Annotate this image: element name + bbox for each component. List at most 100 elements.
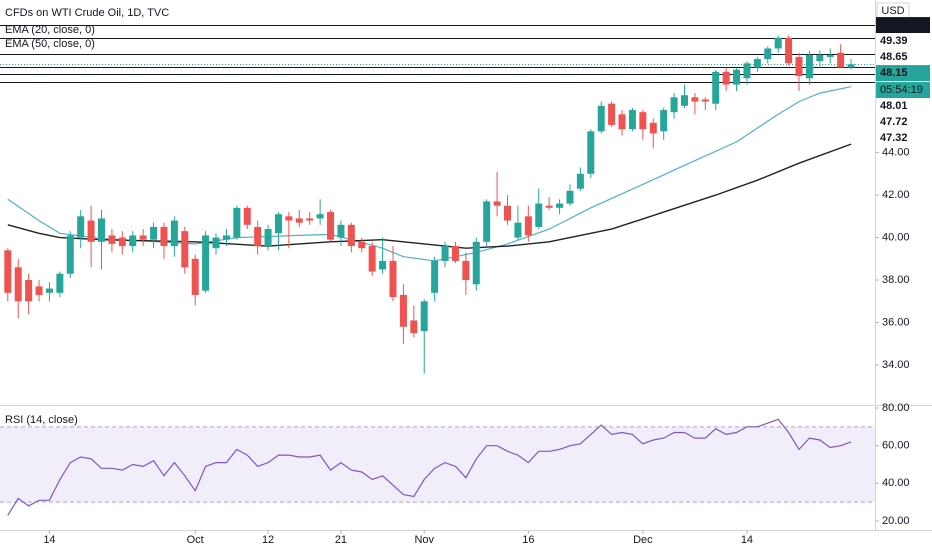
candle-body bbox=[264, 229, 272, 247]
candle-body bbox=[420, 301, 428, 332]
candle-body bbox=[722, 71, 730, 85]
candle-body bbox=[701, 99, 709, 102]
level-label: 48.01 bbox=[880, 100, 908, 112]
candle-body bbox=[160, 226, 168, 247]
candle-body bbox=[170, 220, 178, 247]
candle-body bbox=[680, 95, 688, 106]
candle-body bbox=[535, 203, 543, 227]
candle-body bbox=[212, 237, 220, 249]
candle-body bbox=[795, 56, 803, 77]
candle-body bbox=[691, 97, 699, 102]
y-tick-label: 40.00 bbox=[882, 231, 910, 243]
candle-body bbox=[618, 114, 626, 130]
candle-body bbox=[35, 286, 43, 295]
y-tick-label: 40.00 bbox=[882, 477, 910, 489]
level-label: 49.39 bbox=[880, 35, 908, 47]
y-tick-label: 80.00 bbox=[882, 402, 910, 414]
candle-body bbox=[243, 207, 251, 225]
level-label-box bbox=[876, 33, 930, 50]
candle-body bbox=[337, 224, 345, 238]
candle-body bbox=[660, 110, 668, 132]
level-label-box bbox=[876, 17, 930, 34]
candle-body bbox=[98, 218, 106, 242]
y-tick-label: 38.00 bbox=[882, 274, 910, 286]
candle-body bbox=[399, 294, 407, 327]
candle-body bbox=[118, 237, 126, 247]
candle-body bbox=[628, 110, 636, 130]
rsi-line bbox=[7, 418, 852, 516]
y-tick-label: 36.00 bbox=[882, 316, 910, 328]
level-label: 47.32 bbox=[880, 132, 908, 144]
candle-body bbox=[504, 205, 512, 221]
countdown-box bbox=[876, 82, 930, 99]
candle-body bbox=[483, 201, 491, 242]
candle-body bbox=[295, 218, 303, 223]
y-tick-label: 34.00 bbox=[882, 359, 910, 371]
candle-body bbox=[493, 201, 501, 206]
candle-body bbox=[805, 54, 813, 79]
level-label-box bbox=[876, 114, 930, 131]
candle-body bbox=[56, 273, 64, 293]
candle-body bbox=[66, 235, 74, 274]
candle-body bbox=[347, 224, 355, 247]
candle-body bbox=[576, 173, 584, 189]
candle-body bbox=[587, 131, 595, 174]
candle-body bbox=[358, 241, 366, 249]
level-label-box bbox=[876, 130, 930, 147]
candle-body bbox=[556, 203, 564, 208]
countdown-label: 05:54:19 bbox=[880, 84, 923, 96]
candle-body bbox=[14, 267, 22, 302]
y-tick-label: 42.00 bbox=[882, 189, 910, 201]
candle-body bbox=[108, 235, 116, 244]
x-tick-label: Dec bbox=[633, 534, 653, 546]
candle-body bbox=[202, 235, 210, 291]
candle-body bbox=[274, 214, 282, 234]
candle-body bbox=[597, 105, 605, 132]
candle-body bbox=[462, 260, 470, 281]
candle-body bbox=[545, 205, 553, 208]
legend-entry: EMA (50, close, 0) bbox=[5, 38, 95, 50]
candle-body bbox=[306, 218, 314, 221]
candle-body bbox=[87, 220, 95, 242]
candle-body bbox=[368, 246, 376, 272]
candle-body bbox=[774, 37, 782, 49]
candle-body bbox=[316, 214, 324, 219]
candle-body bbox=[254, 226, 262, 247]
candle-body bbox=[639, 112, 647, 130]
candle-body bbox=[524, 216, 532, 236]
candle-body bbox=[566, 190, 574, 204]
candle-body bbox=[4, 250, 12, 293]
candle-body bbox=[150, 226, 158, 240]
x-tick-label: Nov bbox=[414, 534, 434, 546]
candle-body bbox=[608, 103, 616, 125]
candle-body bbox=[431, 260, 439, 293]
candle-body bbox=[25, 280, 33, 302]
candle-body bbox=[45, 288, 53, 293]
candle-body bbox=[472, 241, 480, 285]
candle-body bbox=[441, 246, 449, 261]
candle-body bbox=[410, 320, 418, 334]
candle-body bbox=[514, 222, 522, 238]
last-price-box bbox=[876, 65, 930, 82]
level-label-box bbox=[876, 98, 930, 115]
candle-body bbox=[451, 246, 459, 261]
candle-body bbox=[129, 235, 137, 247]
level-label-box bbox=[876, 49, 930, 66]
candle-body bbox=[816, 54, 824, 62]
legend-entry: EMA (20, close, 0) bbox=[5, 24, 95, 36]
candle-body bbox=[139, 235, 147, 240]
candle-body bbox=[77, 216, 85, 238]
x-tick-label: 14 bbox=[741, 534, 753, 546]
candle-body bbox=[743, 63, 751, 79]
x-tick-label: 14 bbox=[43, 534, 55, 546]
candle-body bbox=[379, 260, 387, 270]
y-tick-label: 44.00 bbox=[882, 146, 910, 158]
candle-body bbox=[285, 216, 293, 221]
x-tick-label: 12 bbox=[262, 534, 274, 546]
level-label: 47.72 bbox=[880, 116, 908, 128]
candle-body bbox=[753, 59, 761, 68]
candle-body bbox=[327, 212, 335, 240]
candle-body bbox=[733, 69, 741, 85]
chart-title: CFDs on WTI Crude Oil, 1D, TVC bbox=[5, 7, 169, 19]
